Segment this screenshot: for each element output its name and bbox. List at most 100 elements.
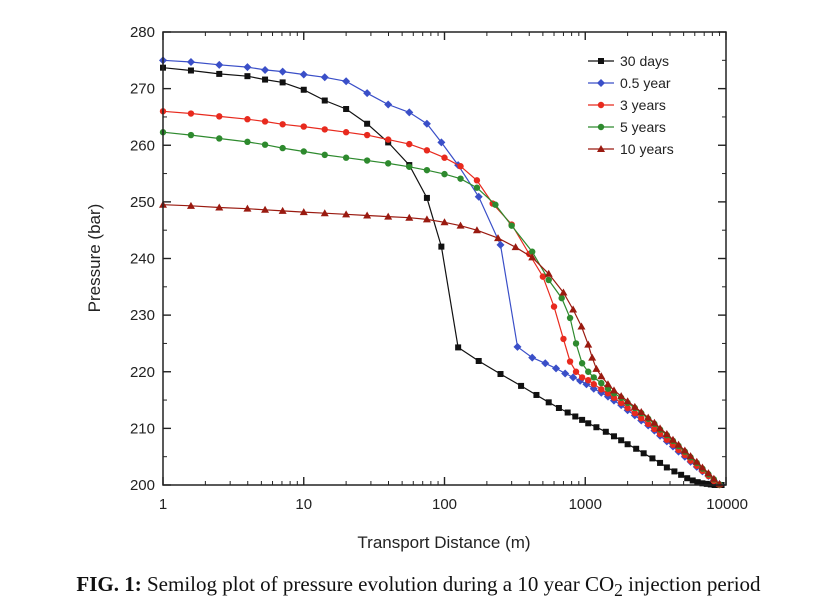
data-point-5-years	[572, 340, 580, 347]
data-point-10-years	[577, 322, 586, 330]
data-point-3-years	[473, 177, 481, 184]
legend-label-3-years: 3 years	[620, 97, 666, 113]
x-tick-labels: 1 10 100 1000 10000	[159, 496, 748, 513]
data-point-30-days	[624, 441, 631, 448]
data-point-5-years	[441, 170, 448, 178]
data-point-3-years	[342, 129, 350, 136]
data-point-30-days	[703, 480, 710, 487]
x-tick-label: 10	[295, 496, 312, 513]
data-point-10-years	[686, 452, 695, 460]
data-point-10-years	[650, 418, 659, 426]
data-point-3-years	[406, 140, 413, 148]
data-point-3-years	[244, 116, 251, 123]
data-point-3-years	[539, 273, 547, 280]
data-point-10-years	[261, 205, 270, 213]
y-tick-label: 210	[130, 420, 155, 437]
data-point-0-5-year	[474, 192, 483, 201]
data-point-30-days	[533, 391, 540, 398]
data-point-0-5-year	[363, 89, 372, 98]
y-axis-title: Pressure (bar)	[85, 204, 104, 313]
data-point-10-years	[243, 204, 252, 212]
data-point-10-years	[456, 221, 465, 229]
caption-text-end: injection period	[622, 572, 761, 596]
y-tick-labels: 200 210 220 230 240 250 260 270 280	[130, 24, 155, 494]
caption-text: Semilog plot of pressure evolution durin…	[147, 572, 615, 596]
data-point-3-years	[363, 131, 371, 139]
data-point-30-days	[657, 459, 664, 466]
data-point-5-years	[529, 248, 536, 255]
data-point-30-days	[518, 382, 525, 389]
data-point-0-5-year	[186, 58, 195, 67]
data-point-30-days	[579, 416, 586, 423]
data-point-5-years	[566, 314, 574, 322]
data-point-10-years	[656, 424, 665, 432]
data-point-5-years	[508, 222, 515, 229]
data-point-0-5-year	[299, 70, 308, 79]
data-point-10-years	[597, 372, 606, 380]
data-point-10-years	[692, 457, 701, 465]
x-axis-title: Transport Distance (m)	[357, 533, 530, 552]
data-point-30-days	[699, 480, 706, 487]
data-point-5-years	[279, 144, 286, 152]
data-point-30-days	[364, 120, 371, 127]
data-point-10-years	[644, 413, 653, 421]
caption-label: FIG. 1:	[76, 572, 142, 596]
data-point-10-years	[680, 446, 689, 454]
data-point-10-years	[422, 215, 431, 223]
y-tick-label: 230	[130, 307, 155, 324]
data-point-30-days	[684, 475, 691, 482]
legend-marker-30-days	[598, 58, 604, 64]
data-point-5-years	[261, 141, 269, 148]
data-point-0-5-year	[384, 100, 393, 109]
data-point-10-years	[637, 407, 646, 415]
data-point-30-days	[279, 79, 286, 86]
data-point-10-years	[528, 253, 537, 261]
data-point-30-days	[321, 97, 328, 104]
y-tick-label: 250	[130, 194, 155, 211]
data-point-30-days	[216, 70, 223, 77]
data-point-30-days	[497, 371, 504, 378]
data-point-10-years	[494, 234, 503, 242]
data-point-10-years	[472, 226, 481, 234]
data-point-10-years	[342, 210, 351, 218]
data-point-30-days	[689, 477, 696, 484]
data-point-0-5-year	[496, 240, 505, 249]
data-point-30-days	[585, 420, 592, 427]
data-point-0-5-year	[528, 353, 537, 362]
data-point-3-years	[216, 113, 223, 120]
data-point-10-years	[384, 212, 393, 220]
data-point-10-years	[709, 474, 718, 482]
y-tick-label: 280	[130, 24, 155, 41]
data-point-5-years	[321, 151, 328, 159]
data-point-10-years	[668, 435, 677, 443]
data-point-10-years	[511, 243, 520, 251]
y-tick-label: 220	[130, 364, 155, 381]
data-point-0-5-year	[261, 65, 270, 74]
data-point-30-days	[678, 471, 685, 478]
data-point-0-5-year	[437, 138, 446, 147]
legend-marker-0-5-year	[597, 79, 605, 87]
data-point-30-days	[640, 450, 647, 457]
series-3-years	[159, 108, 723, 489]
data-point-3-years	[572, 368, 580, 375]
data-point-30-days	[593, 424, 600, 431]
data-point-5-years	[598, 379, 605, 387]
data-point-3-years	[566, 358, 574, 365]
data-point-10-years	[662, 430, 671, 438]
series-line-5-years	[162, 131, 721, 485]
data-point-30-days	[343, 106, 350, 113]
data-point-5-years	[216, 135, 223, 142]
data-point-5-years	[406, 163, 413, 170]
data-point-3-years	[321, 126, 328, 133]
data-point-0-5-year	[215, 60, 224, 69]
data-point-3-years	[610, 394, 618, 401]
data-point-30-days	[555, 404, 562, 411]
data-point-3-years	[617, 399, 625, 407]
data-point-3-years	[638, 414, 645, 422]
data-point-3-years	[578, 374, 586, 381]
data-point-3-years	[590, 381, 597, 388]
data-point-10-years	[544, 269, 553, 277]
legend: 30 days 0.5 year 3 years 5 years 10 years	[588, 53, 674, 157]
data-point-3-years	[631, 409, 639, 417]
series-5-years	[159, 129, 723, 488]
